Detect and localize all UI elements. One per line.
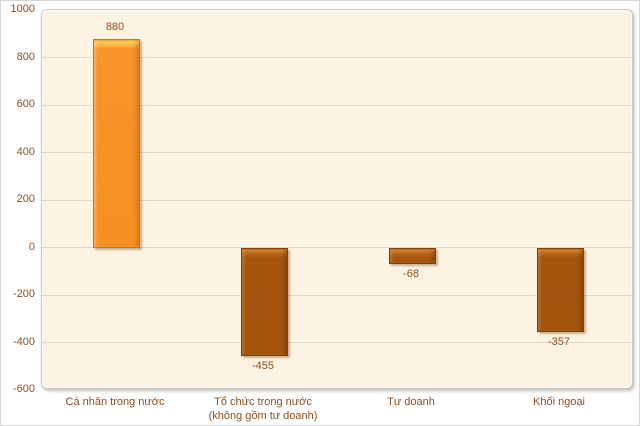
bar-tu-doanh <box>388 247 436 264</box>
gridline <box>42 342 632 343</box>
x-axis: Cá nhân trong nước Tổ chức trong nước (kh… <box>41 393 633 425</box>
gridline <box>42 57 632 58</box>
category-label-4: Khối ngoại <box>533 396 585 408</box>
category-label-3: Tự doanh <box>387 396 435 408</box>
y-axis-tick-label: 600 <box>16 98 35 110</box>
data-label-khoi-ngoai: -357 <box>547 336 571 349</box>
data-label-to-chuc-trong-nuoc: -455 <box>251 359 275 372</box>
gridline <box>42 104 632 106</box>
category-label-2: Tổ chức trong nước (không gồm tư doanh) <box>208 396 318 422</box>
y-axis-tick-label: 200 <box>16 193 35 205</box>
y-axis-tick-label: -200 <box>12 288 35 300</box>
gridline <box>42 294 632 296</box>
gridline <box>42 247 632 248</box>
gridline <box>42 152 632 153</box>
y-axis-tick-label: 800 <box>16 50 35 63</box>
y-axis-tick-label: -400 <box>12 335 35 348</box>
y-axis-tick-label: 400 <box>16 145 35 158</box>
bar-khoi-ngoai <box>536 247 584 333</box>
y-axis-tick-label: -600 <box>12 383 35 395</box>
data-label-tu-doanh: -68 <box>403 267 419 280</box>
y-axis-tick-label: 0 <box>28 240 35 253</box>
category-label-1: Cá nhân trong nước <box>65 396 165 408</box>
gridline <box>42 199 632 201</box>
y-axis-tick-label: 1000 <box>10 3 35 15</box>
bar-to-chuc-trong-nuoc <box>240 247 288 356</box>
plot-area <box>41 9 633 389</box>
data-label-ca-nhan-trong-nuoc: 880 <box>105 20 125 33</box>
bar-ca-nhan-trong-nuoc <box>92 38 140 248</box>
